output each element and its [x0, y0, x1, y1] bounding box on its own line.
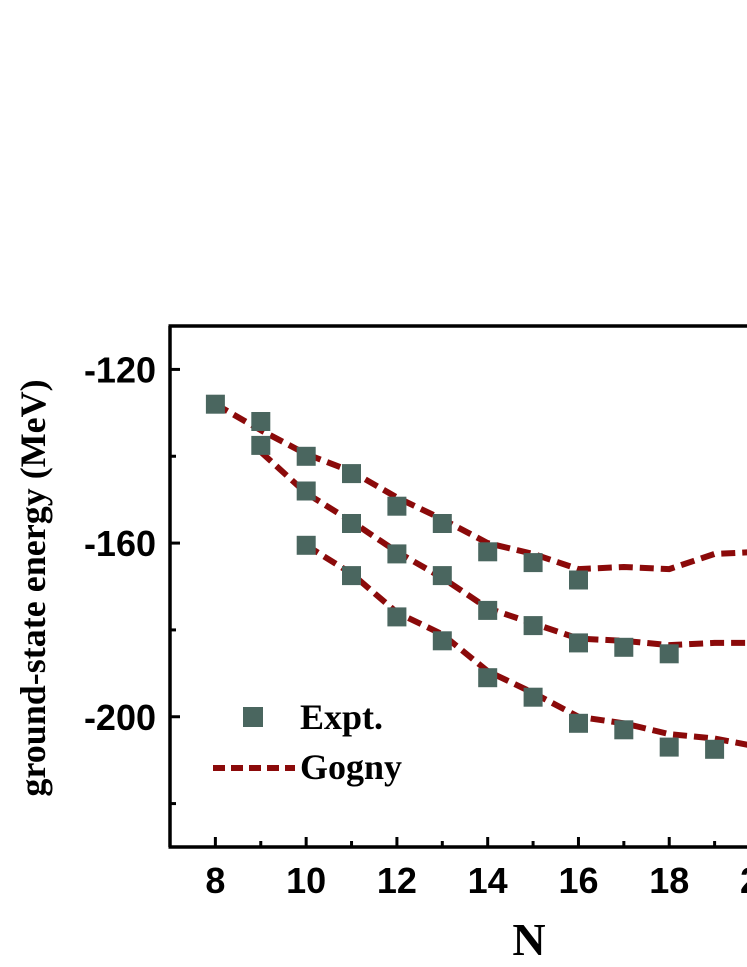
expt-point-10 [387, 496, 407, 516]
expt-point-18 [478, 668, 498, 688]
expt-point-27 [659, 644, 679, 664]
tick-labels: 8 10 12 14 16 18 20 -120 -160 -200 [84, 349, 747, 901]
legend-gogny-label: Gogny [300, 747, 402, 787]
gogny-curve-3 [304, 542, 747, 748]
expt-point-23 [569, 633, 588, 653]
expt-point-11 [387, 544, 407, 564]
expt-point-6 [296, 535, 316, 555]
x-tick-label: 18 [649, 860, 689, 901]
expt-point-22 [569, 570, 588, 590]
x-tick-label: 12 [377, 860, 417, 901]
expt-point-15 [432, 631, 452, 651]
x-tick-label: 10 [286, 860, 326, 901]
expt-point-13 [432, 514, 452, 533]
expt-point-5 [296, 481, 316, 501]
y-tick-label: -120 [84, 349, 156, 390]
expt-point-25 [614, 637, 634, 657]
expt-point-2 [251, 412, 271, 431]
expt-point-29 [705, 739, 725, 759]
x-tick-label: 8 [205, 860, 225, 901]
gogny-curves [213, 401, 747, 748]
expt-markers [205, 394, 725, 759]
expt-point-7 [342, 464, 361, 484]
expt-point-14 [432, 566, 452, 586]
expt-point-17 [478, 600, 498, 620]
expt-point-8 [342, 514, 361, 533]
expt-point-1 [205, 394, 225, 414]
expt-point-26 [614, 720, 634, 740]
expt-point-4 [296, 446, 316, 466]
x-axis-title: N [512, 914, 545, 965]
expt-point-21 [523, 687, 543, 707]
x-tick-label: 16 [558, 860, 598, 901]
y-tick-label: -200 [84, 697, 156, 738]
x-tick-label: 20 [740, 860, 747, 901]
expt-point-12 [387, 607, 407, 627]
y-axis-title: ground-state energy (MeV) [13, 379, 53, 796]
x-tick-label: 14 [468, 860, 508, 901]
legend-expt-label: Expt. [300, 697, 383, 737]
expt-point-9 [342, 566, 361, 586]
y-tick-label: -160 [84, 523, 156, 564]
expt-point-19 [523, 553, 543, 573]
legend: Expt. Gogny [213, 697, 402, 787]
legend-expt-marker [243, 707, 263, 727]
expt-point-20 [523, 616, 543, 636]
axes [168, 324, 747, 849]
expt-point-28 [659, 737, 679, 757]
expt-point-16 [478, 542, 498, 562]
expt-point-3 [251, 435, 271, 455]
expt-point-24 [569, 713, 588, 733]
